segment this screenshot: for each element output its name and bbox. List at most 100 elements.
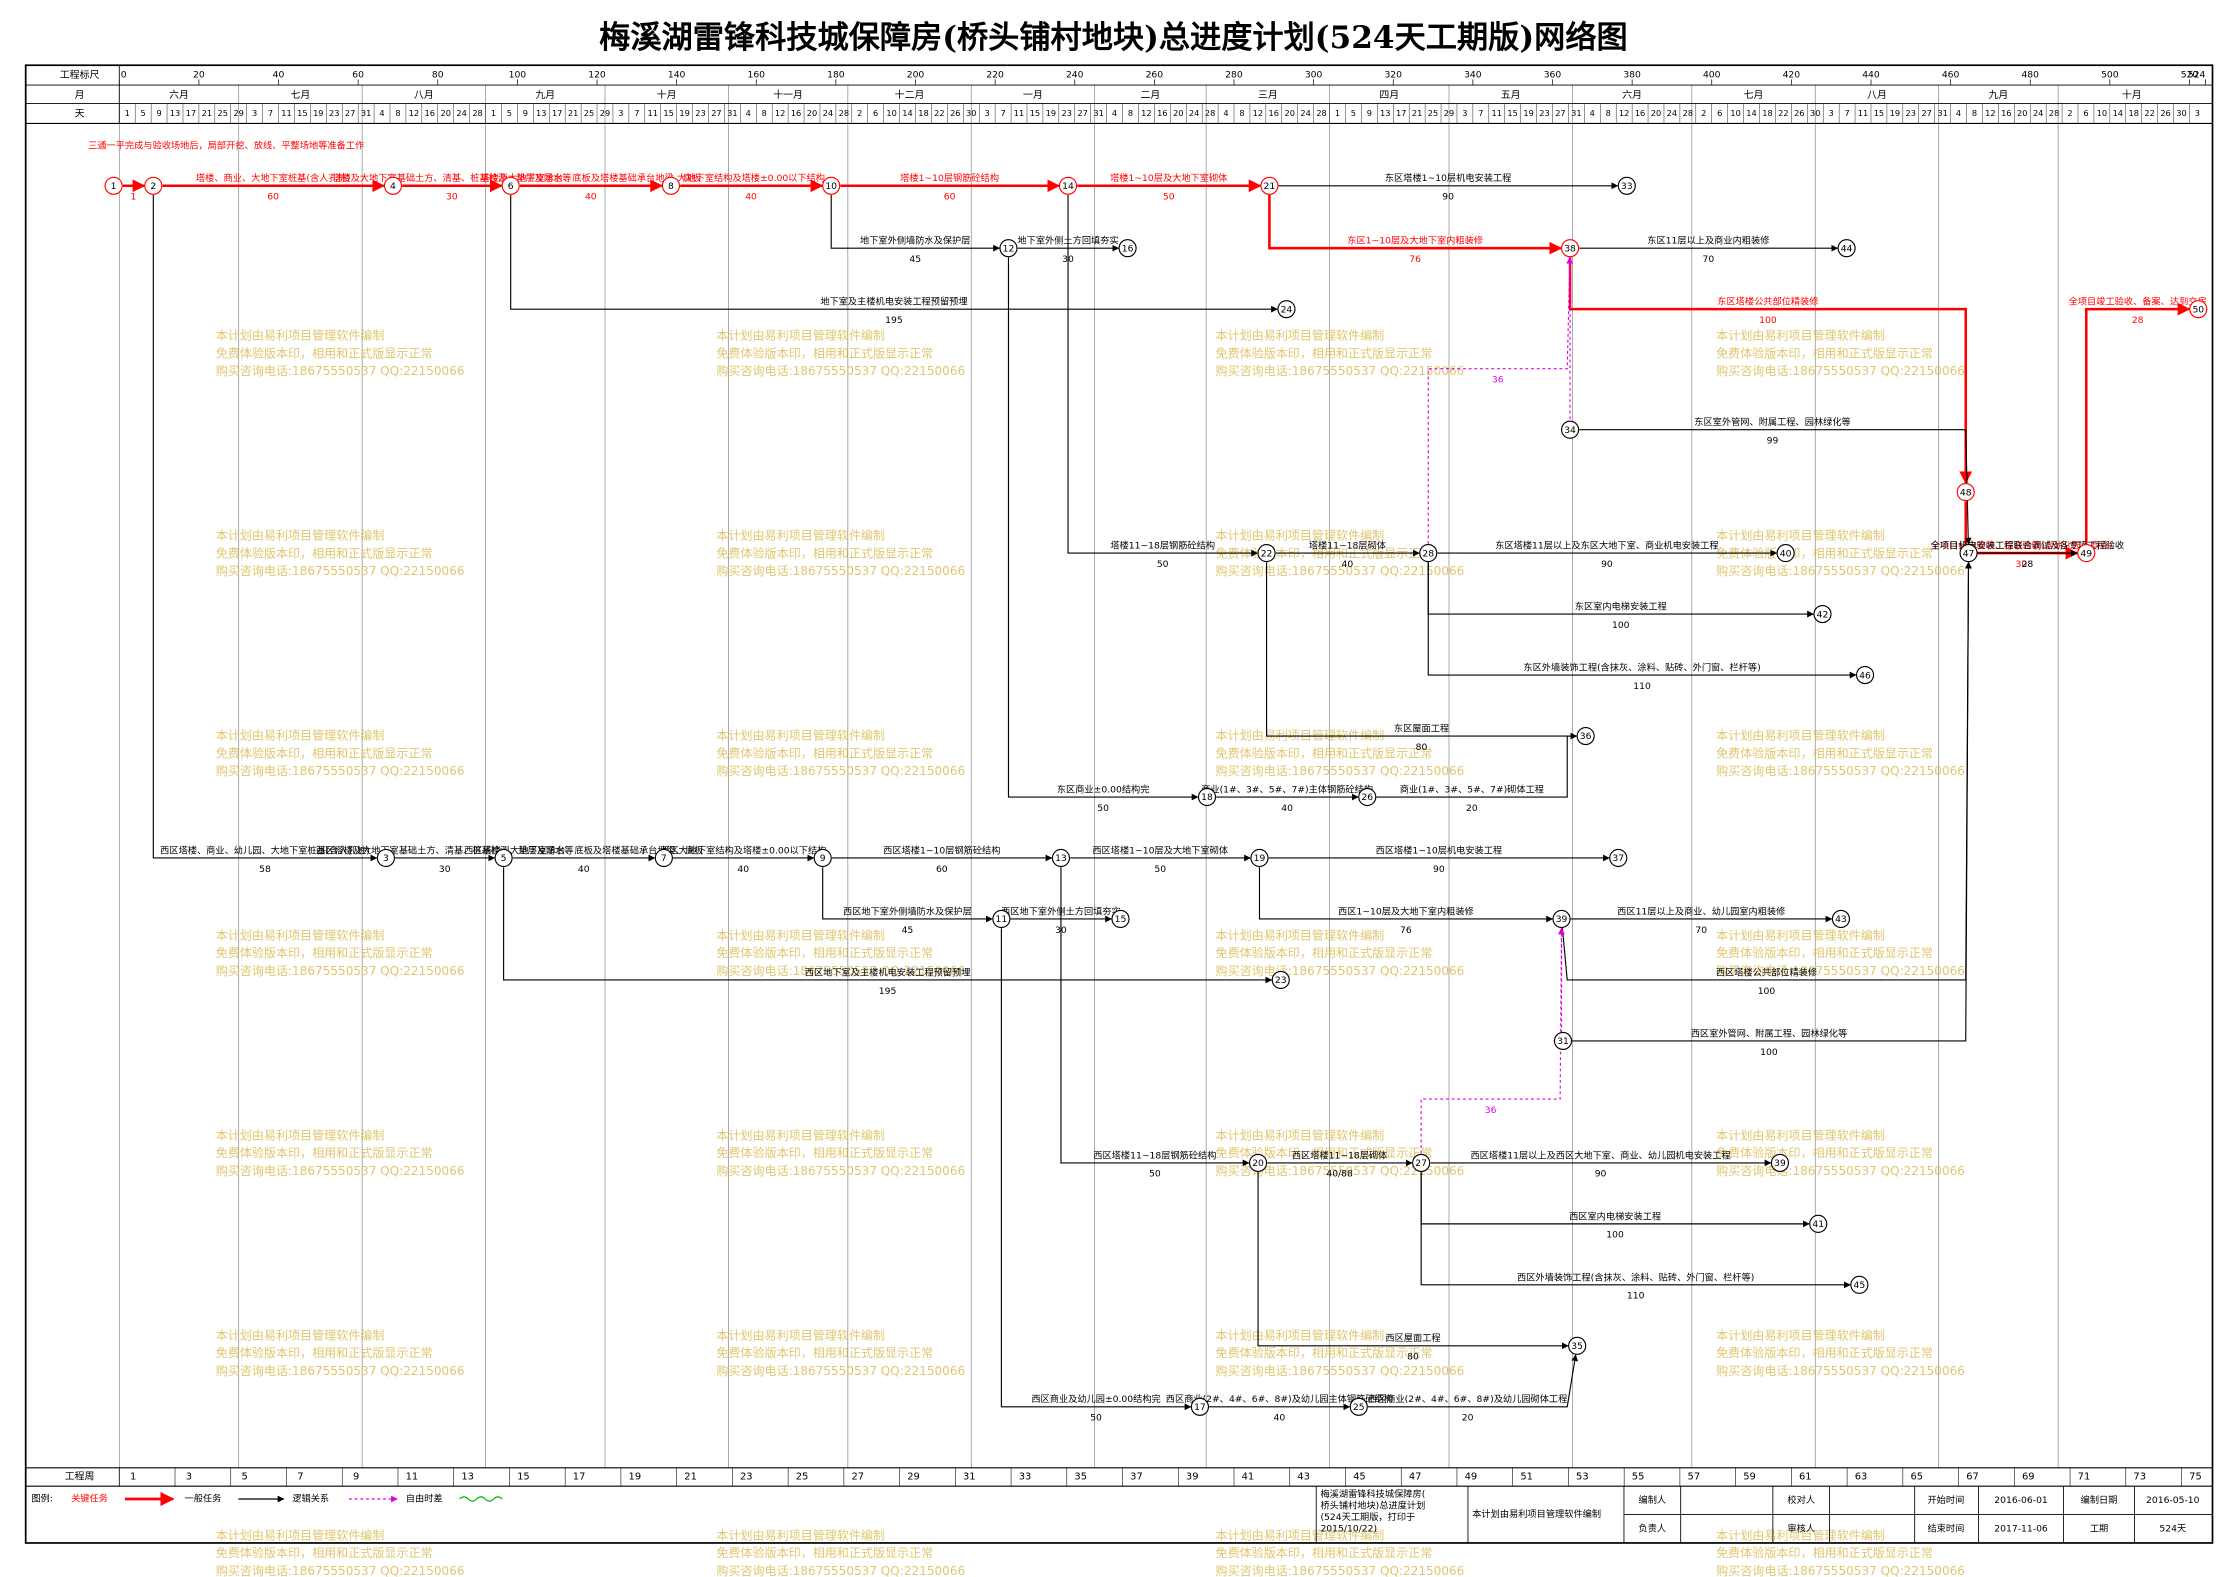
node <box>1568 1336 1587 1355</box>
task-label: 西区外墙装饰工程(含抹灰、涂料、贴砖、外门窗、栏杆等) <box>1517 1271 1754 1283</box>
node <box>383 176 403 195</box>
node-label: 17 <box>1194 1402 1206 1413</box>
watermark: 购买咨询电话:18675550537 QQ:22150066 <box>716 1163 965 1178</box>
task-duration: 90 <box>1433 864 1445 875</box>
task-label: 西区塔楼公共部位精装修 <box>1716 966 1817 978</box>
day-label: 7 <box>1844 108 1849 118</box>
node-label: 39 <box>1774 1158 1786 1169</box>
week-label: 35 <box>1074 1471 1087 1482</box>
day-label: 24 <box>1300 108 1310 118</box>
watermark: 免费体验版本印，相用和正式版显示正常 <box>1716 745 1933 760</box>
week-label: 67 <box>1966 1471 1979 1482</box>
node-label: 44 <box>1841 243 1853 254</box>
task-duration: 40/88 <box>1326 1169 1353 1180</box>
day-label: 9 <box>1367 108 1372 118</box>
day-label: 16 <box>425 108 435 118</box>
watermark: 本计划由易利项目管理软件编制 <box>216 528 385 543</box>
watermark: 免费体验版本印，相用和正式版显示正常 <box>1216 345 1433 360</box>
watermark: 本计划由易利项目管理软件编制 <box>716 1127 885 1142</box>
day-label: 31 <box>1571 108 1581 118</box>
node-label: 12 <box>1003 243 1015 254</box>
watermark: 免费体验版本印，相用和正式版显示正常 <box>1716 945 1933 960</box>
day-label: 23 <box>1539 108 1549 118</box>
watermark: 本计划由易利项目管理软件编制 <box>1716 1527 1885 1542</box>
duration-label: 工期 <box>2090 1523 2108 1534</box>
week-label: 57 <box>1688 1471 1701 1482</box>
day-label: 3 <box>618 108 623 118</box>
week-label: 29 <box>907 1471 920 1482</box>
watermark: 购买咨询电话:18675550537 QQ:22150066 <box>216 1363 465 1378</box>
task-label: 东区室内电梯安装工程 <box>1575 600 1667 612</box>
task-label: 西区室外管网、附属工程、园林绿化等 <box>1691 1027 1847 1039</box>
day-label: 3 <box>985 108 990 118</box>
day-label: 6 <box>2083 108 2088 118</box>
watermark: 免费体验版本印，相用和正式版显示正常 <box>1216 1145 1433 1160</box>
node-label: 27 <box>1415 1158 1427 1169</box>
day-label: 11 <box>1014 108 1024 118</box>
week-label: 31 <box>963 1471 976 1482</box>
day-label: 16 <box>1269 108 1279 118</box>
day-label: 8 <box>395 108 400 118</box>
day-label: 3 <box>1462 108 1467 118</box>
node <box>1349 1397 1368 1416</box>
watermark: 免费体验版本印，相用和正式版显示正常 <box>716 745 933 760</box>
day-label: 28 <box>839 108 849 118</box>
task-duration: 40 <box>1281 803 1293 814</box>
dummy-arrow <box>1427 256 1574 544</box>
watermark: 本计划由易利项目管理软件编制 <box>1716 728 1885 743</box>
watermark: 免费体验版本印，相用和正式版显示正常 <box>1216 745 1433 760</box>
scale-label: 520 <box>2181 70 2199 81</box>
day-label: 5 <box>1351 108 1356 118</box>
scale-label: 280 <box>1225 70 1243 81</box>
task-label: 三通一平完成与验收场地后，局部开挖、放线、平整场地等准备工作 <box>88 140 364 152</box>
scale-label: 500 <box>2101 70 2119 81</box>
day-label: 20 <box>2017 108 2027 118</box>
node <box>1250 848 1269 868</box>
node <box>1051 848 1071 868</box>
day-label: 15 <box>297 108 307 118</box>
task-duration: 80 <box>1407 1352 1419 1363</box>
day-label: 22 <box>934 108 944 118</box>
week-label: 1 <box>130 1471 136 1482</box>
task-label: 塔楼及大地下室承台、底板及塔楼基础承台地梁、底板 <box>480 172 701 184</box>
node-label: 19 <box>1254 853 1266 864</box>
day-label: 21 <box>1412 108 1422 118</box>
month-label: 十月 <box>657 88 677 101</box>
day-label: 11 <box>1492 108 1502 118</box>
node-label: 21 <box>1264 181 1276 192</box>
day-label: 19 <box>313 108 323 118</box>
node <box>1855 665 1875 685</box>
watermark: 购买咨询电话:18675550537 QQ:22150066 <box>216 1563 465 1577</box>
day-label: 25 <box>584 108 594 118</box>
task-duration: 195 <box>885 315 903 326</box>
day-label: 17 <box>186 108 196 118</box>
dummy-arrow <box>1420 927 1565 1154</box>
start-label: 开始时间 <box>1927 1494 1964 1506</box>
task-label: 西区塔楼1~10层钢筋砼结构 <box>883 844 1000 856</box>
week-label: 15 <box>517 1471 530 1482</box>
legend-critical: 关键任务 <box>71 1493 108 1505</box>
node-label: 41 <box>1812 1219 1824 1230</box>
watermark: 本计划由易利项目管理软件编制 <box>216 1327 385 1342</box>
day-label: 27 <box>711 108 721 118</box>
day-label: 16 <box>1635 108 1645 118</box>
scale-label: 160 <box>747 70 765 81</box>
watermark: 免费体验版本印，相用和正式版显示正常 <box>1716 1145 1933 1160</box>
week-label: 63 <box>1855 1471 1868 1482</box>
watermark: 本计划由易利项目管理软件编制 <box>1716 927 1885 942</box>
edges: 三通一平完成与验收场地后，局部开挖、放线、平整场地等准备工作 1 塔楼、商业、大地下… <box>88 140 2207 1424</box>
week-label: 7 <box>297 1471 303 1482</box>
day-label: 26 <box>1794 108 1804 118</box>
node <box>999 239 1018 258</box>
task-duration: 45 <box>902 925 914 936</box>
watermark: 本计划由易利项目管理软件编制 <box>216 1527 385 1542</box>
node-label: 15 <box>1115 914 1127 925</box>
task-label: 西区1~10层及大地下室内粗装修 <box>1338 905 1474 917</box>
watermark: 购买咨询电话:18675550537 QQ:22150066 <box>716 363 965 378</box>
week-label: 71 <box>2078 1471 2091 1482</box>
node <box>1560 239 1580 258</box>
task-duration: 76 <box>1400 925 1412 936</box>
task-label: 西区塔楼11层以上及西区大地下室、商业、幼儿园机电安装工程 <box>1470 1149 1730 1161</box>
task-arrow <box>152 194 378 862</box>
week-label: 19 <box>629 1471 642 1482</box>
